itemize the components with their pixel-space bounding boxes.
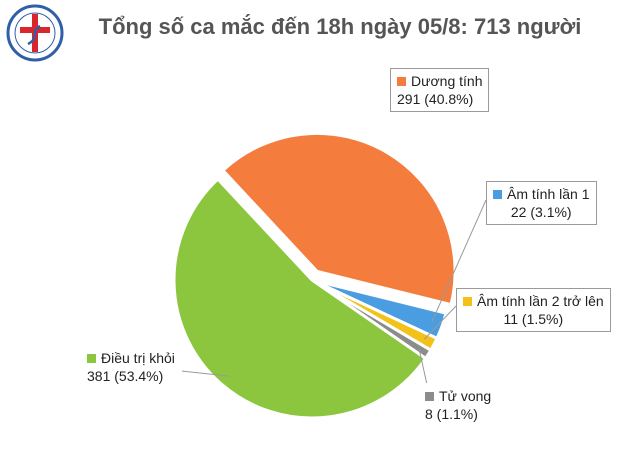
- label-tu-vong: Tử vong 8 (1.1%): [418, 383, 499, 427]
- label-am-tinh-2: Âm tính lần 2 trở lên 11 (1.5%): [456, 288, 611, 332]
- pie-slice-dieu-tri-khoi: [172, 176, 428, 420]
- legend-swatch-duong-tinh: [397, 76, 406, 86]
- label-am-tinh-2-value: 11 (1.5%): [503, 311, 564, 327]
- leader-line-am-tinh-2: [423, 305, 457, 340]
- legend-swatch-am-tinh-2: [463, 296, 472, 306]
- label-am-tinh-1-name: Âm tính lần 1: [507, 186, 590, 202]
- leader-line-am-tinh-1: [431, 199, 487, 323]
- label-tu-vong-value: 8 (1.1%): [425, 406, 478, 422]
- label-duong-tinh-name: Dương tính: [411, 73, 483, 89]
- pie-slice-duong-tinh: [220, 131, 457, 307]
- label-am-tinh-2-name: Âm tính lần 2 trở lên: [477, 293, 604, 309]
- legend-swatch-tu-vong: [425, 391, 434, 401]
- label-am-tinh-1-value: 22 (3.1%): [510, 204, 572, 220]
- label-dieu-tri-khoi-name: Điều trị khỏi: [101, 350, 175, 366]
- legend-swatch-dieu-tri-khoi: [87, 353, 96, 363]
- label-am-tinh-1: Âm tính lần 1 22 (3.1%): [486, 181, 597, 225]
- chart-title: Tổng số ca mắc đến 18h ngày 05/8: 713 ng…: [98, 14, 582, 39]
- label-duong-tinh-value: 291 (40.8%): [397, 91, 474, 107]
- label-dieu-tri-khoi-value: 381 (53.4%): [87, 368, 164, 384]
- label-tu-vong-name: Tử vong: [439, 388, 492, 404]
- label-dieu-tri-khoi: Điều trị khỏi 381 (53.4%): [80, 345, 182, 389]
- ministry-logo: [6, 4, 64, 62]
- legend-swatch-am-tinh-1: [493, 189, 502, 199]
- label-duong-tinh: Dương tính 291 (40.8%): [390, 68, 490, 112]
